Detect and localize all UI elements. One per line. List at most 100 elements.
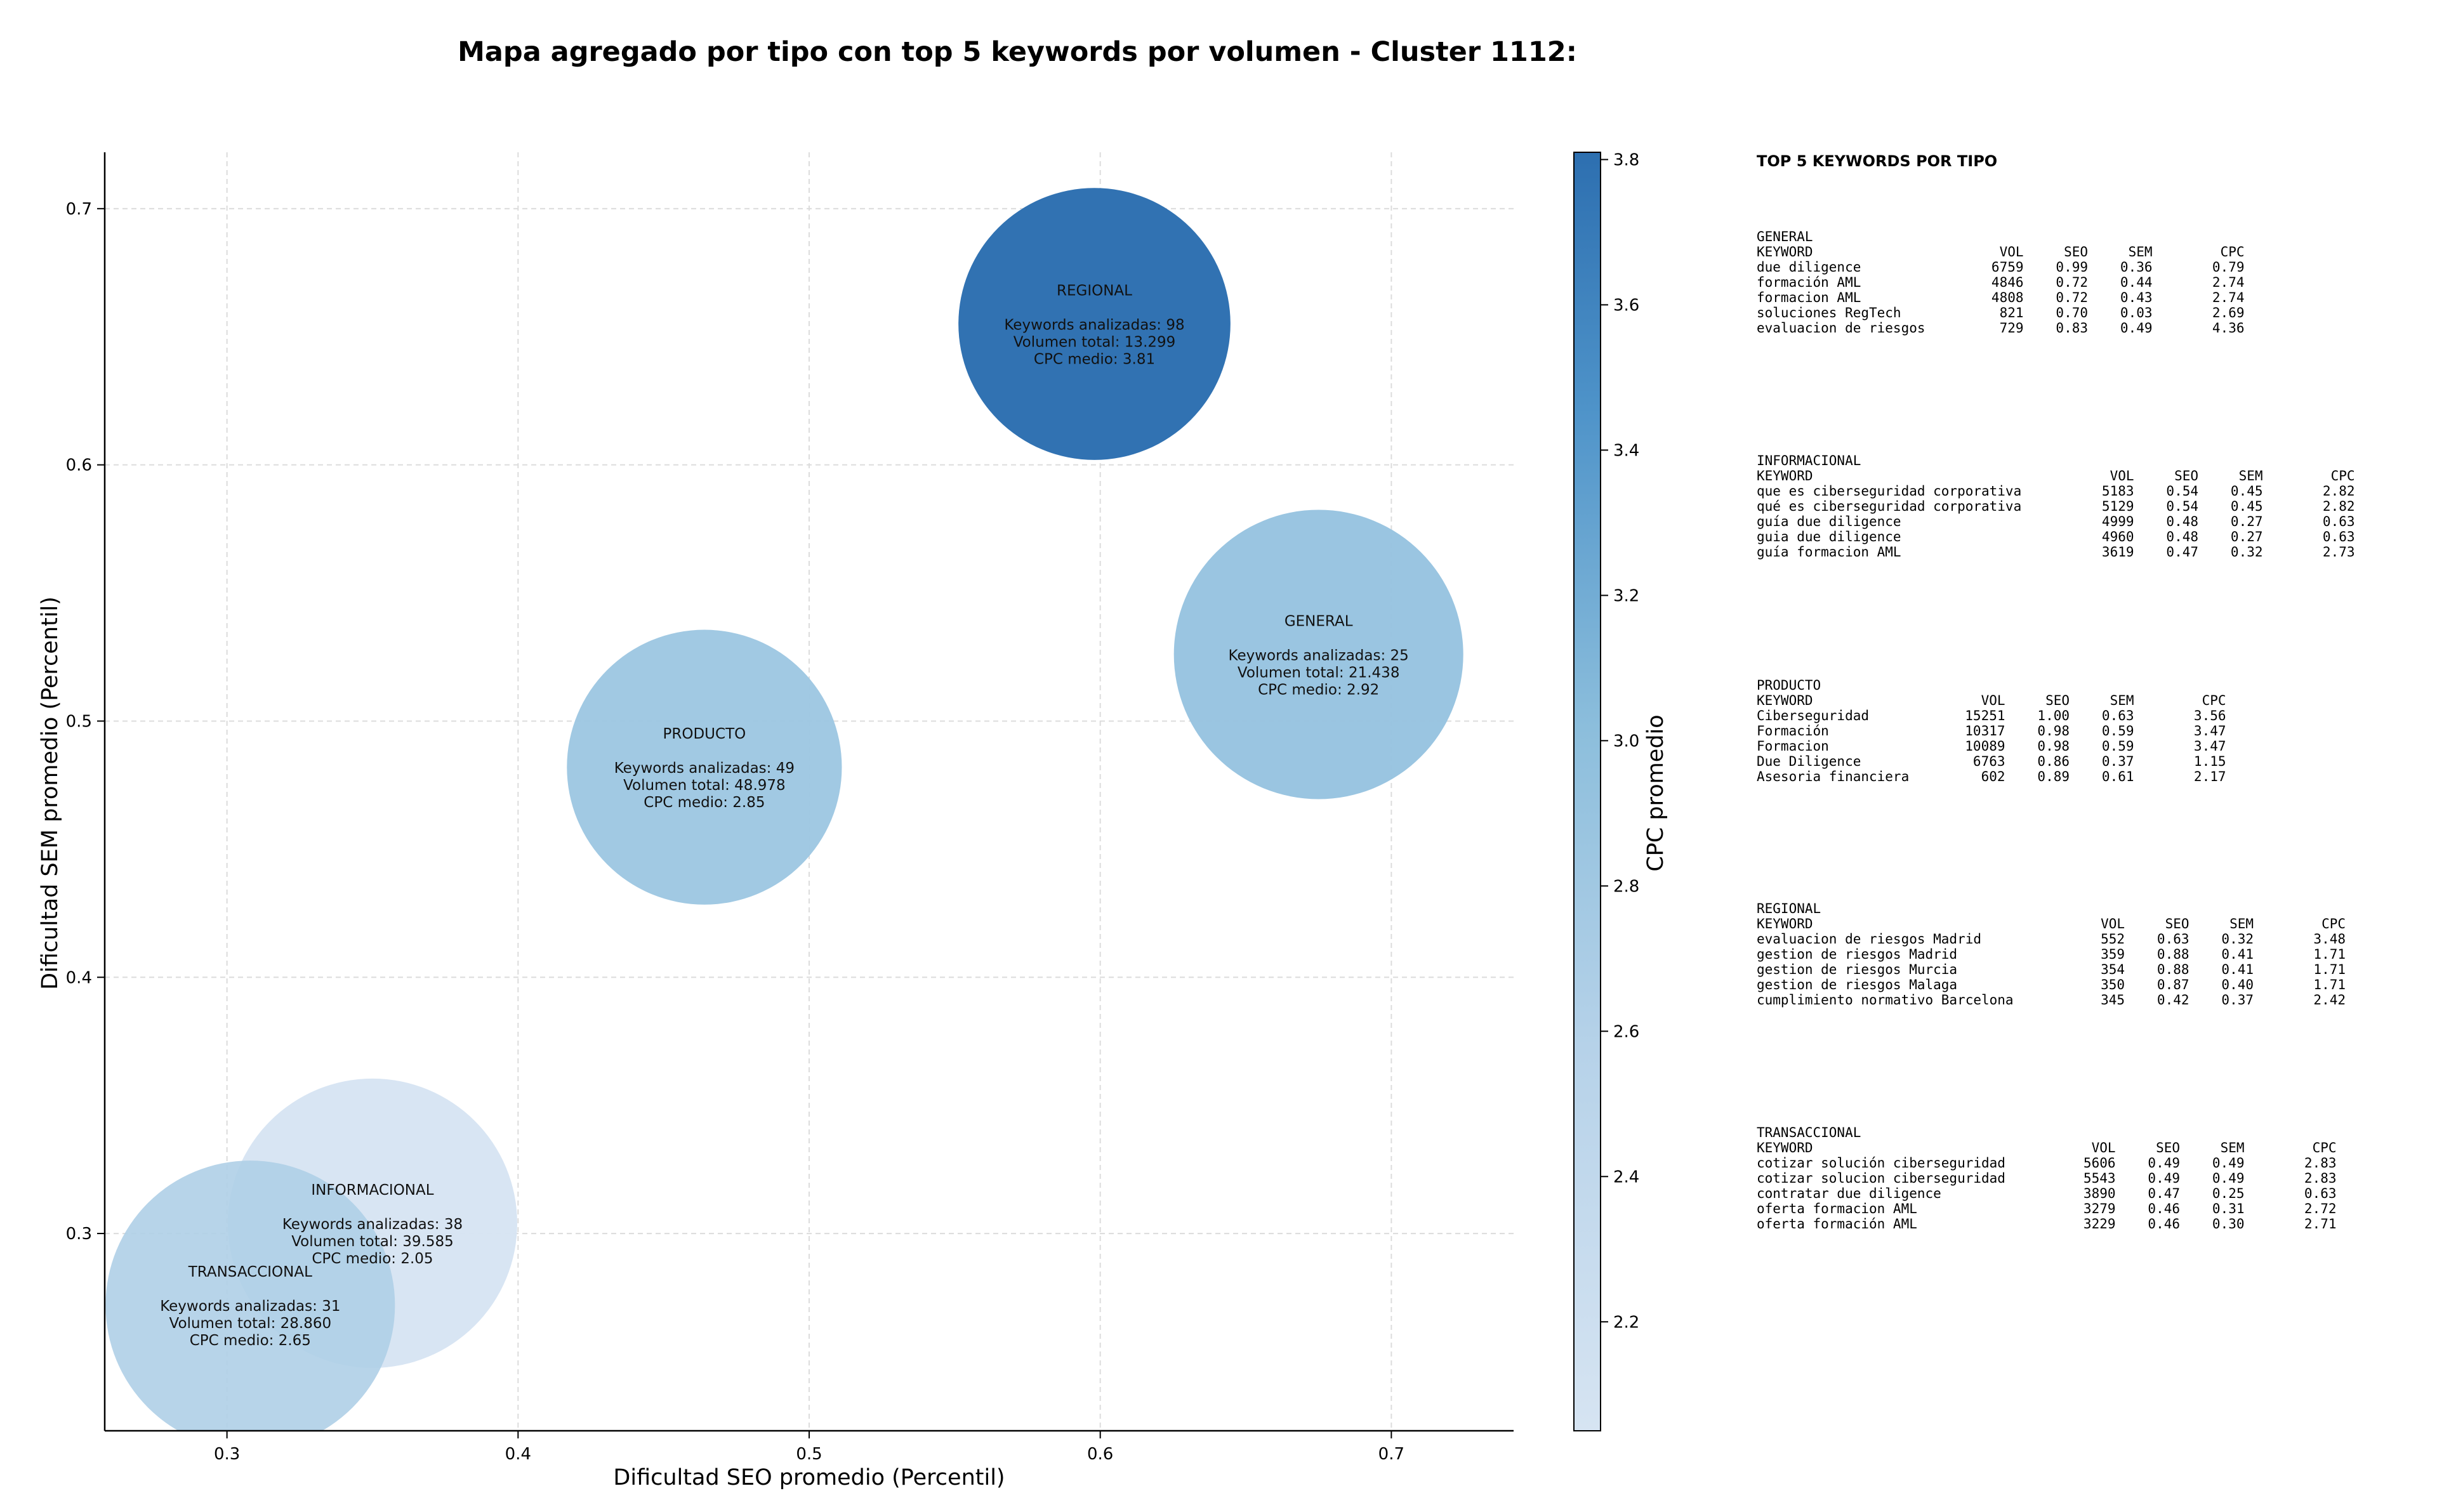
top5-row-value: 0.49 <box>2148 1171 2180 1186</box>
top5-row-keyword: contratar due diligence <box>1757 1186 1941 1201</box>
top5-header-vol: VOL <box>2000 244 2024 260</box>
bubble-producto <box>567 629 842 905</box>
top5-row-keyword: formacion AML <box>1757 290 1861 305</box>
top5-title: TOP 5 KEYWORDS POR TIPO <box>1757 152 1997 170</box>
x-axis-label: Dificultad SEO promedio (Percentil) <box>613 1465 1005 1490</box>
top5-row-value: 359 <box>2101 947 2125 962</box>
x-tick-label: 0.5 <box>796 1445 822 1464</box>
top5-header-sem: SEM <box>2110 693 2134 708</box>
top5-row-keyword: oferta formación AML <box>1757 1216 1917 1232</box>
top5-header-keyword: KEYWORD <box>1757 244 1813 260</box>
top5-row-keyword: gestion de riesgos Madrid <box>1757 947 1957 962</box>
top5-row-value: 0.49 <box>2212 1155 2245 1171</box>
bubble-label: GENERAL <box>1285 613 1353 629</box>
top5-row-value: 1.15 <box>2194 754 2226 769</box>
top5-row-value: 3619 <box>2102 544 2134 560</box>
top5-row-value: 2.83 <box>2304 1171 2337 1186</box>
top5-header-keyword: KEYWORD <box>1757 916 1813 931</box>
top5-row-value: 0.46 <box>2148 1201 2180 1216</box>
top5-row-keyword: cotizar solución ciberseguridad <box>1757 1155 2005 1171</box>
top5-row-value: 0.32 <box>2221 931 2254 947</box>
top5-row-value: 2.72 <box>2304 1201 2337 1216</box>
top5-row-value: 10089 <box>1965 739 2005 754</box>
bubbles-layer <box>105 188 1463 1431</box>
top5-row-value: 0.27 <box>2231 529 2263 544</box>
top5-group-title: GENERAL <box>1757 229 1813 244</box>
top5-row-value: 2.74 <box>2212 290 2245 305</box>
top5-header-seo: SEO <box>2156 1140 2180 1155</box>
bubble-general <box>1173 509 1463 799</box>
top5-row-value: 0.45 <box>2231 499 2263 514</box>
y-tick-label: 0.7 <box>66 200 92 219</box>
top5-row-value: 729 <box>2000 320 2024 336</box>
colorbar-tick-label: 3.0 <box>1613 732 1639 751</box>
top5-row-value: 3890 <box>2084 1186 2116 1201</box>
top5-group-title: TRANSACCIONAL <box>1757 1125 1861 1140</box>
top5-row-value: 5183 <box>2102 483 2134 499</box>
top5-row-keyword: Asesoria financiera <box>1757 769 1909 784</box>
top5-row-value: 0.61 <box>2102 769 2134 784</box>
top5-row-value: 3279 <box>2084 1201 2116 1216</box>
top5-row-value: 0.89 <box>2037 769 2070 784</box>
bubble-transaccional <box>105 1160 395 1431</box>
top5-row-keyword: gestion de riesgos Murcia <box>1757 962 1957 977</box>
top5-row-value: 0.42 <box>2157 992 2189 1008</box>
top5-header-vol: VOL <box>2092 1140 2116 1155</box>
top5-header-sem: SEM <box>2239 468 2263 483</box>
top5-header-keyword: KEYWORD <box>1757 693 1813 708</box>
top5-row-keyword: Ciberseguridad <box>1757 708 1869 723</box>
top5-row-value: 0.63 <box>2304 1186 2337 1201</box>
top5-row-value: 0.63 <box>2157 931 2189 947</box>
top5-row-value: 6763 <box>1973 754 2005 769</box>
top5-group-title: PRODUCTO <box>1757 678 1821 693</box>
bubble-label: PRODUCTO <box>663 726 746 742</box>
top5-row-value: 0.40 <box>2221 977 2254 992</box>
top5-row-value: 0.49 <box>2120 320 2153 336</box>
top5-row-value: 3229 <box>2084 1216 2116 1232</box>
top5-row-value: 2.71 <box>2304 1216 2337 1232</box>
top5-row-value: 0.98 <box>2037 739 2070 754</box>
top5-row-value: 0.87 <box>2157 977 2189 992</box>
top5-row-value: 2.17 <box>2194 769 2226 784</box>
top5-row-value: 350 <box>2101 977 2125 992</box>
top5-header-sem: SEM <box>2221 1140 2245 1155</box>
top5-row-value: 6759 <box>1991 260 2024 275</box>
colorbar: 2.2 2.4 2.6 2.8 3.0 3.2 3.4 3.6 3.8 <box>1573 150 1639 1431</box>
top5-header-vol: VOL <box>2101 916 2125 931</box>
x-tick-label: 0.4 <box>505 1445 531 1464</box>
top5-row-value: 3.47 <box>2194 739 2226 754</box>
top5-row-keyword: evaluacion de riesgos <box>1757 320 1925 336</box>
top5-row-value: 0.99 <box>2056 260 2088 275</box>
top5-header-cpc: CPC <box>2321 916 2346 931</box>
top5-row-value: 0.03 <box>2120 305 2153 320</box>
bubble-label: CPC medio: 2.05 <box>312 1251 433 1267</box>
bubble-label: CPC medio: 2.92 <box>1258 681 1379 698</box>
colorbar-tick-label: 3.8 <box>1613 150 1639 169</box>
top5-row-value: 0.88 <box>2157 947 2189 962</box>
top5-row-value: 0.49 <box>2212 1171 2245 1186</box>
top5-row-value: 1.00 <box>2037 708 2070 723</box>
top5-row-value: 0.83 <box>2056 320 2088 336</box>
top5-row-value: 5606 <box>2084 1155 2116 1171</box>
top5-row-value: 0.63 <box>2102 708 2134 723</box>
colorbar-tick-label: 2.4 <box>1613 1167 1639 1187</box>
bubble-label: Keywords analizadas: 38 <box>282 1216 463 1233</box>
top5-row-keyword: Formación <box>1757 723 1829 739</box>
top5-row-value: 4960 <box>2102 529 2134 544</box>
top5-header-seo: SEO <box>2045 693 2070 708</box>
axes: 0.3 0.4 0.5 0.6 0.7 0.3 0.4 0.5 0.6 0.7 <box>66 152 1514 1464</box>
top5-row-value: 3.48 <box>2313 931 2346 947</box>
top5-row-value: 2.74 <box>2212 275 2245 290</box>
top5-header-sem: SEM <box>2229 916 2254 931</box>
colorbar-gradient <box>1573 152 1601 1431</box>
top5-header-vol: VOL <box>2110 468 2134 483</box>
top5-header-keyword: KEYWORD <box>1757 468 1813 483</box>
bubble-label: Volumen total: 48.978 <box>623 777 786 794</box>
top5-row-keyword: oferta formacion AML <box>1757 1201 1917 1216</box>
top5-row-keyword: Due Diligence <box>1757 754 1861 769</box>
top5-row-value: 0.45 <box>2231 483 2263 499</box>
top5-row-value: 0.37 <box>2221 992 2254 1008</box>
